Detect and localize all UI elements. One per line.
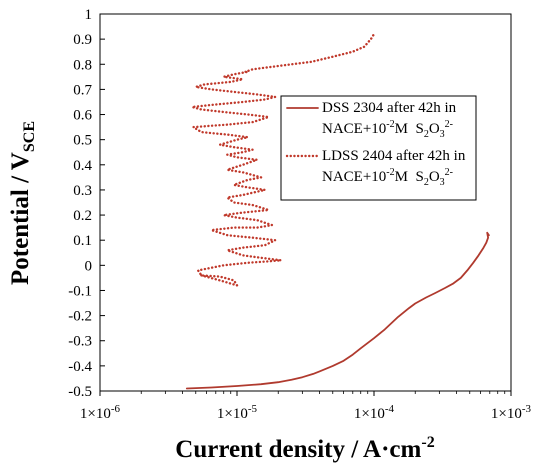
y-tick-label: 0.1 bbox=[73, 233, 92, 249]
legend-label-2: LDSS 2404 after 42h in bbox=[322, 148, 466, 164]
y-tick-label: -0.1 bbox=[68, 283, 92, 299]
x-axis-title: Current density / A·cm-2 bbox=[175, 434, 434, 463]
x-tick-label: 1×10-3 bbox=[491, 403, 532, 422]
series-line-2 bbox=[190, 32, 376, 287]
x-tick-label: 1×10-4 bbox=[354, 403, 395, 422]
y-tick-label: 0.8 bbox=[73, 57, 92, 73]
legend-label-2: NACE+10-2M S2O32- bbox=[322, 167, 453, 188]
y-tick-label: 0.2 bbox=[73, 208, 92, 224]
y-tick-label: -0.3 bbox=[68, 334, 92, 350]
legend-label-1: DSS 2304 after 42h in bbox=[322, 100, 457, 116]
y-tick-label: -0.4 bbox=[68, 359, 92, 375]
y-tick-label: 0.6 bbox=[73, 108, 92, 124]
legend-label-1: NACE+10-2M S2O32- bbox=[322, 119, 453, 140]
x-axis-ticks: 1×10-6 1×10-5 1×10-4 1×10-3 bbox=[80, 391, 532, 422]
x-tick-label: 1×10-6 bbox=[80, 403, 121, 422]
y-tick-label: 0.7 bbox=[73, 82, 92, 98]
y-axis-title: Potential / VSCE bbox=[7, 121, 38, 285]
y-tick-label: 0.9 bbox=[73, 32, 92, 48]
y-tick-label: 1 bbox=[85, 7, 93, 23]
y-tick-label: 0.4 bbox=[73, 158, 92, 174]
legend-box bbox=[280, 95, 477, 201]
plot-area bbox=[99, 13, 512, 392]
y-tick-label: -0.5 bbox=[68, 384, 92, 400]
y-tick-label: 0.3 bbox=[73, 183, 92, 199]
legend: DSS 2304 after 42h in NACE+10-2M S2O32- LD… bbox=[280, 95, 477, 201]
plot-frame bbox=[99, 13, 512, 392]
x-tick-label: 1×10-5 bbox=[217, 403, 258, 422]
series-line-1 bbox=[185, 231, 490, 390]
y-axis-ticks: 1 0.9 0.8 0.7 0.6 0.5 0.4 0.3 0.2 0.1 0 -0.1 -0.2 -0.… bbox=[68, 7, 105, 400]
y-tick-label: -0.2 bbox=[68, 309, 92, 325]
series-layer bbox=[185, 32, 490, 390]
y-tick-label: 0.5 bbox=[73, 133, 92, 149]
y-tick-label: 0 bbox=[85, 258, 93, 274]
